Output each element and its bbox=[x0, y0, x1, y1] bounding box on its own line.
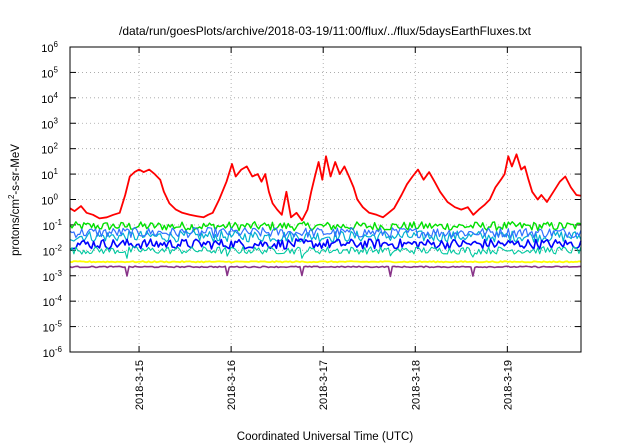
y-tick-label: 10-3 bbox=[43, 269, 63, 284]
y-tick-label: 10-5 bbox=[43, 320, 63, 335]
x-tick-label: 2018-3-17 bbox=[318, 360, 330, 410]
background-series-line bbox=[69, 238, 582, 250]
y-tick-label: 104 bbox=[41, 91, 58, 106]
x-tick-label: 2018-3-15 bbox=[134, 360, 146, 410]
y-tick-labels: 106 105 104 103 102 101 100 10-1 10-2 10-3 10-4 10-… bbox=[41, 40, 62, 360]
y-axis-label-rest: -s-sr-MeV bbox=[10, 144, 22, 195]
series-line bbox=[69, 153, 582, 222]
y-tick-label: 105 bbox=[41, 65, 58, 80]
chart-title: /data/run/goesPlots/archive/2018-03-19/1… bbox=[119, 24, 532, 38]
y-axis-label-base: protons/cm bbox=[10, 199, 22, 256]
x-axis-label: Coordinated Universal Time (UTC) bbox=[237, 431, 414, 443]
background-series-line bbox=[69, 246, 582, 259]
plot-frame bbox=[69, 46, 582, 353]
y-tick-label: 101 bbox=[41, 167, 58, 182]
series-group bbox=[69, 153, 582, 222]
y-tick-label: 103 bbox=[41, 116, 58, 131]
background-series-line bbox=[69, 265, 582, 278]
y-tick-label: 100 bbox=[41, 193, 58, 208]
noise-series-group bbox=[69, 221, 582, 278]
y-tick-label: 10-2 bbox=[43, 243, 63, 258]
background-series-line bbox=[69, 221, 582, 232]
grid-lines bbox=[70, 46, 581, 353]
x-tick-label: 2018-3-19 bbox=[502, 360, 514, 410]
y-axis-label-sup: 2 bbox=[7, 194, 16, 199]
x-tick-labels: 2018-3-15 2018-3-16 2018-3-17 2018-3-18 2018… bbox=[134, 360, 514, 410]
x-tick-label: 2018-3-16 bbox=[226, 360, 238, 410]
y-tick-label: 10-4 bbox=[43, 294, 63, 309]
background-series-line bbox=[69, 260, 582, 264]
y-tick-label: 106 bbox=[41, 40, 58, 55]
background-series-line bbox=[69, 226, 582, 239]
y-tick-label: 102 bbox=[41, 142, 58, 157]
x-tick-label: 2018-3-18 bbox=[410, 360, 422, 410]
y-axis-label: protons/cm2-s-sr-MeV bbox=[7, 144, 22, 256]
y-tick-label: 10-6 bbox=[43, 345, 63, 360]
y-tick-label: 10-1 bbox=[43, 218, 63, 233]
